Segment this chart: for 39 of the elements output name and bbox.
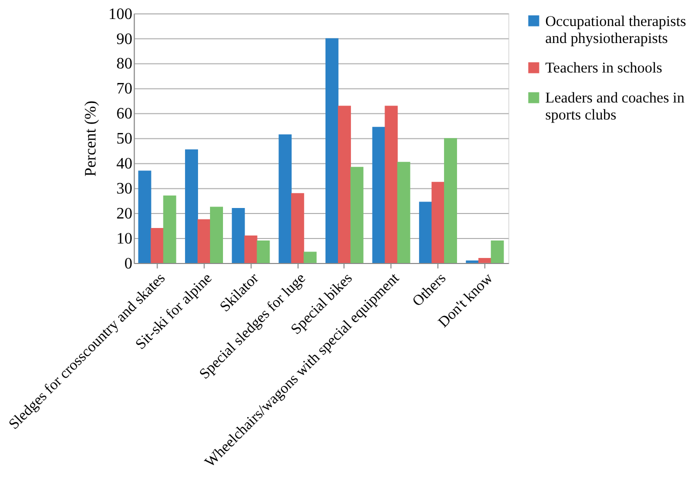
y-tick-label: 0 [124,255,132,272]
bar [325,38,338,263]
bar [397,162,410,263]
bar [291,193,304,263]
bar [372,126,386,263]
bar [210,206,223,263]
y-tick-label: 20 [116,206,132,223]
y-tick-label: 40 [116,156,132,173]
y-tick-label: 30 [116,180,132,198]
legend-label: Occupational therapists and physiotherapists [545,14,686,47]
bar [163,196,176,263]
legend-label: Teachers in schools [545,60,662,77]
bar [138,170,152,263]
bar [338,106,351,263]
bar [444,138,458,263]
bar [278,134,292,263]
bar [185,149,198,263]
y-tick-label: 60 [116,106,132,123]
bar [256,240,270,263]
y-tick-label: 70 [116,80,132,98]
y-tick-label: 10 [116,230,132,248]
y-tick-label: 50 [116,130,132,148]
bar [150,228,164,263]
bar [244,236,258,263]
y-axis-title: Percent (%) [82,100,100,177]
bar [432,182,445,263]
bar [198,219,211,263]
bar [490,240,504,263]
bar [384,106,398,263]
y-tick-label: 80 [116,56,132,73]
bar [350,166,364,263]
y-tick-label: 90 [116,30,132,48]
bar [478,258,492,263]
bar [466,260,479,263]
y-tick-label: 100 [108,6,132,23]
bar [419,202,432,263]
bar [232,208,245,263]
bar [304,252,317,263]
legend-label: Leaders and coaches in sports clubs [545,90,685,124]
